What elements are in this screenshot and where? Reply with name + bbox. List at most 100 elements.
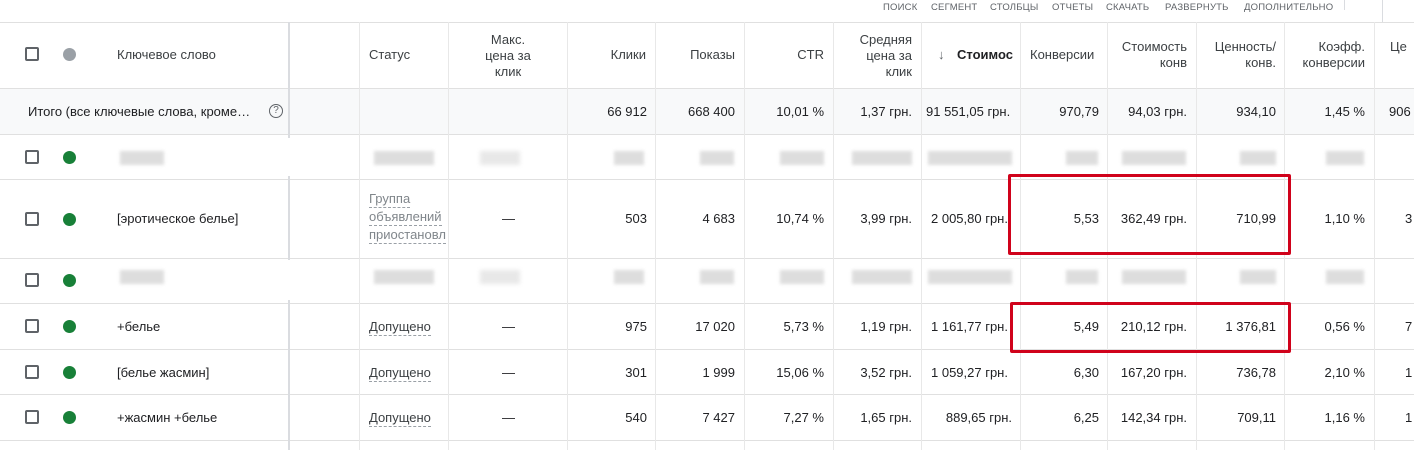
- row-checkbox[interactable]: [25, 212, 39, 226]
- conversions: 6,30: [1073, 365, 1099, 380]
- value-truncated: 1: [1405, 410, 1413, 425]
- keyword-text[interactable]: [белье жасмин]: [117, 365, 210, 380]
- ctr: 10,74 %: [776, 211, 824, 226]
- row-divider: [0, 134, 1414, 135]
- download-button[interactable]: СКАЧАТЬ: [1106, 2, 1150, 13]
- header-value-per-conv-line: Ценность/: [1214, 39, 1276, 54]
- keyword-text[interactable]: +жасмин +белье: [117, 410, 218, 425]
- header-status[interactable]: Статус: [369, 47, 411, 62]
- row-divider: [0, 349, 1414, 350]
- select-all-checkbox[interactable]: [25, 47, 39, 61]
- header-keyword[interactable]: Ключевое слово: [117, 47, 216, 62]
- status-text[interactable]: Допущено: [369, 410, 431, 427]
- max-cpc: —: [502, 319, 515, 334]
- header-value-per-conv[interactable]: Ценность/ конв.: [1199, 39, 1276, 71]
- redacted-value: [614, 151, 644, 165]
- row-checkbox[interactable]: [25, 150, 39, 164]
- toolbar-divider: [1344, 0, 1345, 10]
- status-text[interactable]: Группа объявлений приостановл: [369, 190, 447, 244]
- redacted-value: [374, 151, 434, 165]
- row-divider: [0, 394, 1414, 395]
- header-conv-rate-line: Коэфф.: [1318, 39, 1365, 54]
- header-avg-cpc-line: цена за: [866, 48, 912, 63]
- header-max-cpc-line: клик: [494, 64, 522, 79]
- status-dot-header: [63, 48, 76, 61]
- row-checkbox[interactable]: [25, 273, 39, 287]
- row-checkbox[interactable]: [25, 319, 39, 333]
- row-divider: [0, 258, 1414, 259]
- more-button[interactable]: ДОПОЛНИТЕЛЬНО: [1244, 2, 1334, 13]
- expand-button[interactable]: РАЗВЕРНУТЬ: [1165, 2, 1229, 13]
- redacted-value: [928, 151, 1012, 165]
- redacted-value: [852, 151, 912, 165]
- column-divider: [921, 22, 922, 450]
- row-divider: [0, 88, 1414, 89]
- header-conversions[interactable]: Конверсии: [1030, 47, 1095, 62]
- impressions: 17 020: [695, 319, 735, 334]
- status-text[interactable]: Допущено: [369, 319, 431, 336]
- redacted-value: [480, 151, 520, 165]
- search-button[interactable]: ПОИСК: [883, 2, 918, 13]
- clicks: 540: [625, 410, 647, 425]
- enabled-status-dot: [63, 274, 76, 287]
- total-cost: 91 551,05 грн.: [926, 104, 1011, 119]
- header-max-cpc[interactable]: Макс. цена за клик: [452, 32, 564, 80]
- redacted-value: [700, 151, 734, 165]
- row-checkbox[interactable]: [25, 410, 39, 424]
- row-checkbox[interactable]: [25, 365, 39, 379]
- status-text[interactable]: Допущено: [369, 365, 431, 382]
- reports-button[interactable]: ОТЧЕТЫ: [1052, 2, 1094, 13]
- header-value-truncated[interactable]: Це: [1390, 39, 1407, 54]
- header-cost[interactable]: Стоимос: [957, 47, 1013, 62]
- conversions: 5,53: [1073, 211, 1099, 226]
- redacted-value: [852, 270, 912, 284]
- redacted-value: [780, 151, 824, 165]
- value-truncated: 1: [1405, 365, 1413, 380]
- ctr: 7,27 %: [783, 410, 824, 425]
- redacted-value: [480, 270, 520, 284]
- total-row-background: [0, 88, 1414, 134]
- redacted-value: [1240, 270, 1276, 284]
- conv-rate: 2,10 %: [1324, 365, 1365, 380]
- column-divider: [1374, 22, 1375, 450]
- column-divider: [744, 22, 745, 450]
- header-cost-per-conv[interactable]: Стоимость конв: [1110, 39, 1187, 71]
- value-truncated: 3: [1405, 211, 1413, 226]
- row-divider: [0, 440, 1414, 441]
- conv-rate: 1,10 %: [1324, 211, 1365, 226]
- header-ctr[interactable]: CTR: [797, 47, 824, 62]
- segment-button[interactable]: СЕГМЕНТ: [931, 2, 978, 13]
- header-impressions[interactable]: Показы: [690, 47, 735, 62]
- columns-button[interactable]: СТОЛБЦЫ: [990, 2, 1039, 13]
- total-impressions: 668 400: [688, 104, 735, 119]
- header-clicks[interactable]: Клики: [610, 47, 646, 62]
- cost-per-conv: 210,12 грн.: [1120, 319, 1187, 334]
- header-max-cpc-line: Макс.: [490, 32, 526, 47]
- cost-per-conv: 142,34 грн.: [1120, 410, 1187, 425]
- cost: 1 059,27 грн.: [931, 365, 1008, 380]
- column-divider: [448, 22, 449, 450]
- help-icon[interactable]: ?: [269, 104, 283, 118]
- value-per-conv: 710,99: [1236, 211, 1276, 226]
- keyword-text[interactable]: +белье: [117, 319, 161, 334]
- header-avg-cpc[interactable]: Средняя цена за клик: [838, 32, 912, 80]
- column-divider: [833, 22, 834, 450]
- row-divider: [0, 303, 1414, 304]
- highlight-box: [1010, 302, 1291, 353]
- redaction-mask: [85, 260, 290, 300]
- ctr: 5,73 %: [783, 319, 824, 334]
- column-divider: [567, 22, 568, 450]
- header-conv-rate[interactable]: Коэфф. конверсии: [1287, 39, 1366, 71]
- toolbar-divider: [1382, 0, 1383, 22]
- redacted-value: [1122, 270, 1186, 284]
- avg-cpc: 3,52 грн.: [860, 365, 912, 380]
- redacted-value: [780, 270, 824, 284]
- column-divider: [359, 22, 360, 450]
- row-divider: [0, 22, 1414, 23]
- header-max-cpc-line: цена за: [485, 48, 531, 63]
- redacted-value: [614, 270, 644, 284]
- total-clicks: 66 912: [607, 104, 647, 119]
- keyword-text[interactable]: [эротическое белье]: [117, 211, 239, 226]
- ctr: 15,06 %: [776, 365, 824, 380]
- impressions: 1 999: [702, 365, 735, 380]
